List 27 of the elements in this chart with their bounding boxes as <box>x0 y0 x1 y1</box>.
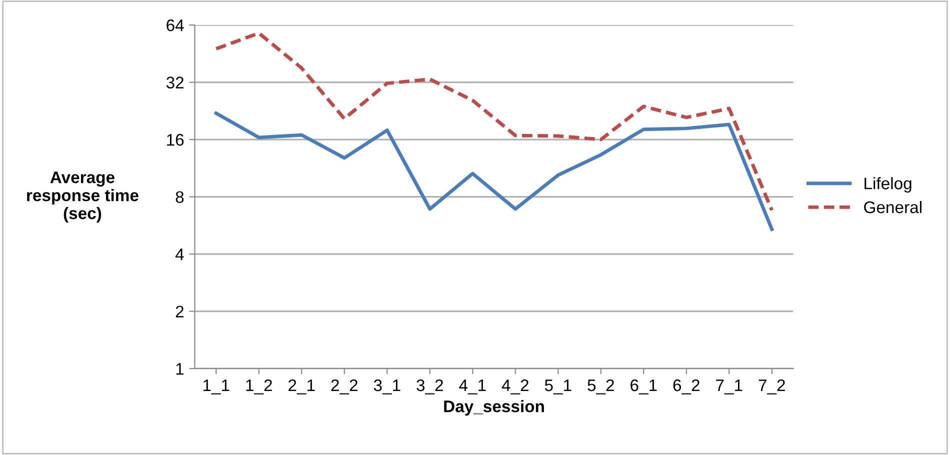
x-tick-label: 7_2 <box>758 379 785 394</box>
x-tick-label: 3_2 <box>416 379 443 394</box>
x-tick-label: 6_2 <box>673 379 700 394</box>
x-tick-label: 2_1 <box>288 379 315 394</box>
line-series <box>214 111 774 231</box>
legend-label: Lifelog <box>864 177 912 193</box>
x-tick-label: 5_2 <box>588 379 614 394</box>
x-tick-label: 4_2 <box>502 379 528 394</box>
line-series <box>214 31 774 212</box>
y-tick-label: 4 <box>175 248 184 260</box>
x-tick-label: 4_1 <box>459 380 486 394</box>
y-tick-label: 8 <box>176 191 184 203</box>
x-tick-label: 2_2 <box>331 379 358 394</box>
y-tick-label: 32 <box>166 76 184 88</box>
x-tick-label: 3_1 <box>374 379 400 394</box>
y-tick-label: 64 <box>166 19 184 32</box>
y-tick-label: 16 <box>167 134 184 146</box>
x-axis-title: Day_session <box>444 400 544 416</box>
x-tick-label: 5_1 <box>544 380 572 394</box>
x-tick-label: 1_1 <box>203 380 230 394</box>
x-tick-label: 6_1 <box>630 379 657 394</box>
y-axis-title: Average response time (sec) <box>27 172 138 223</box>
y-tick-label: 1 <box>176 363 184 375</box>
y-tick-label: 2 <box>176 306 184 318</box>
x-tick-label: 7_1 <box>716 380 742 394</box>
legend-label: General <box>864 200 922 214</box>
x-tick-label: 1_2 <box>246 379 272 394</box>
